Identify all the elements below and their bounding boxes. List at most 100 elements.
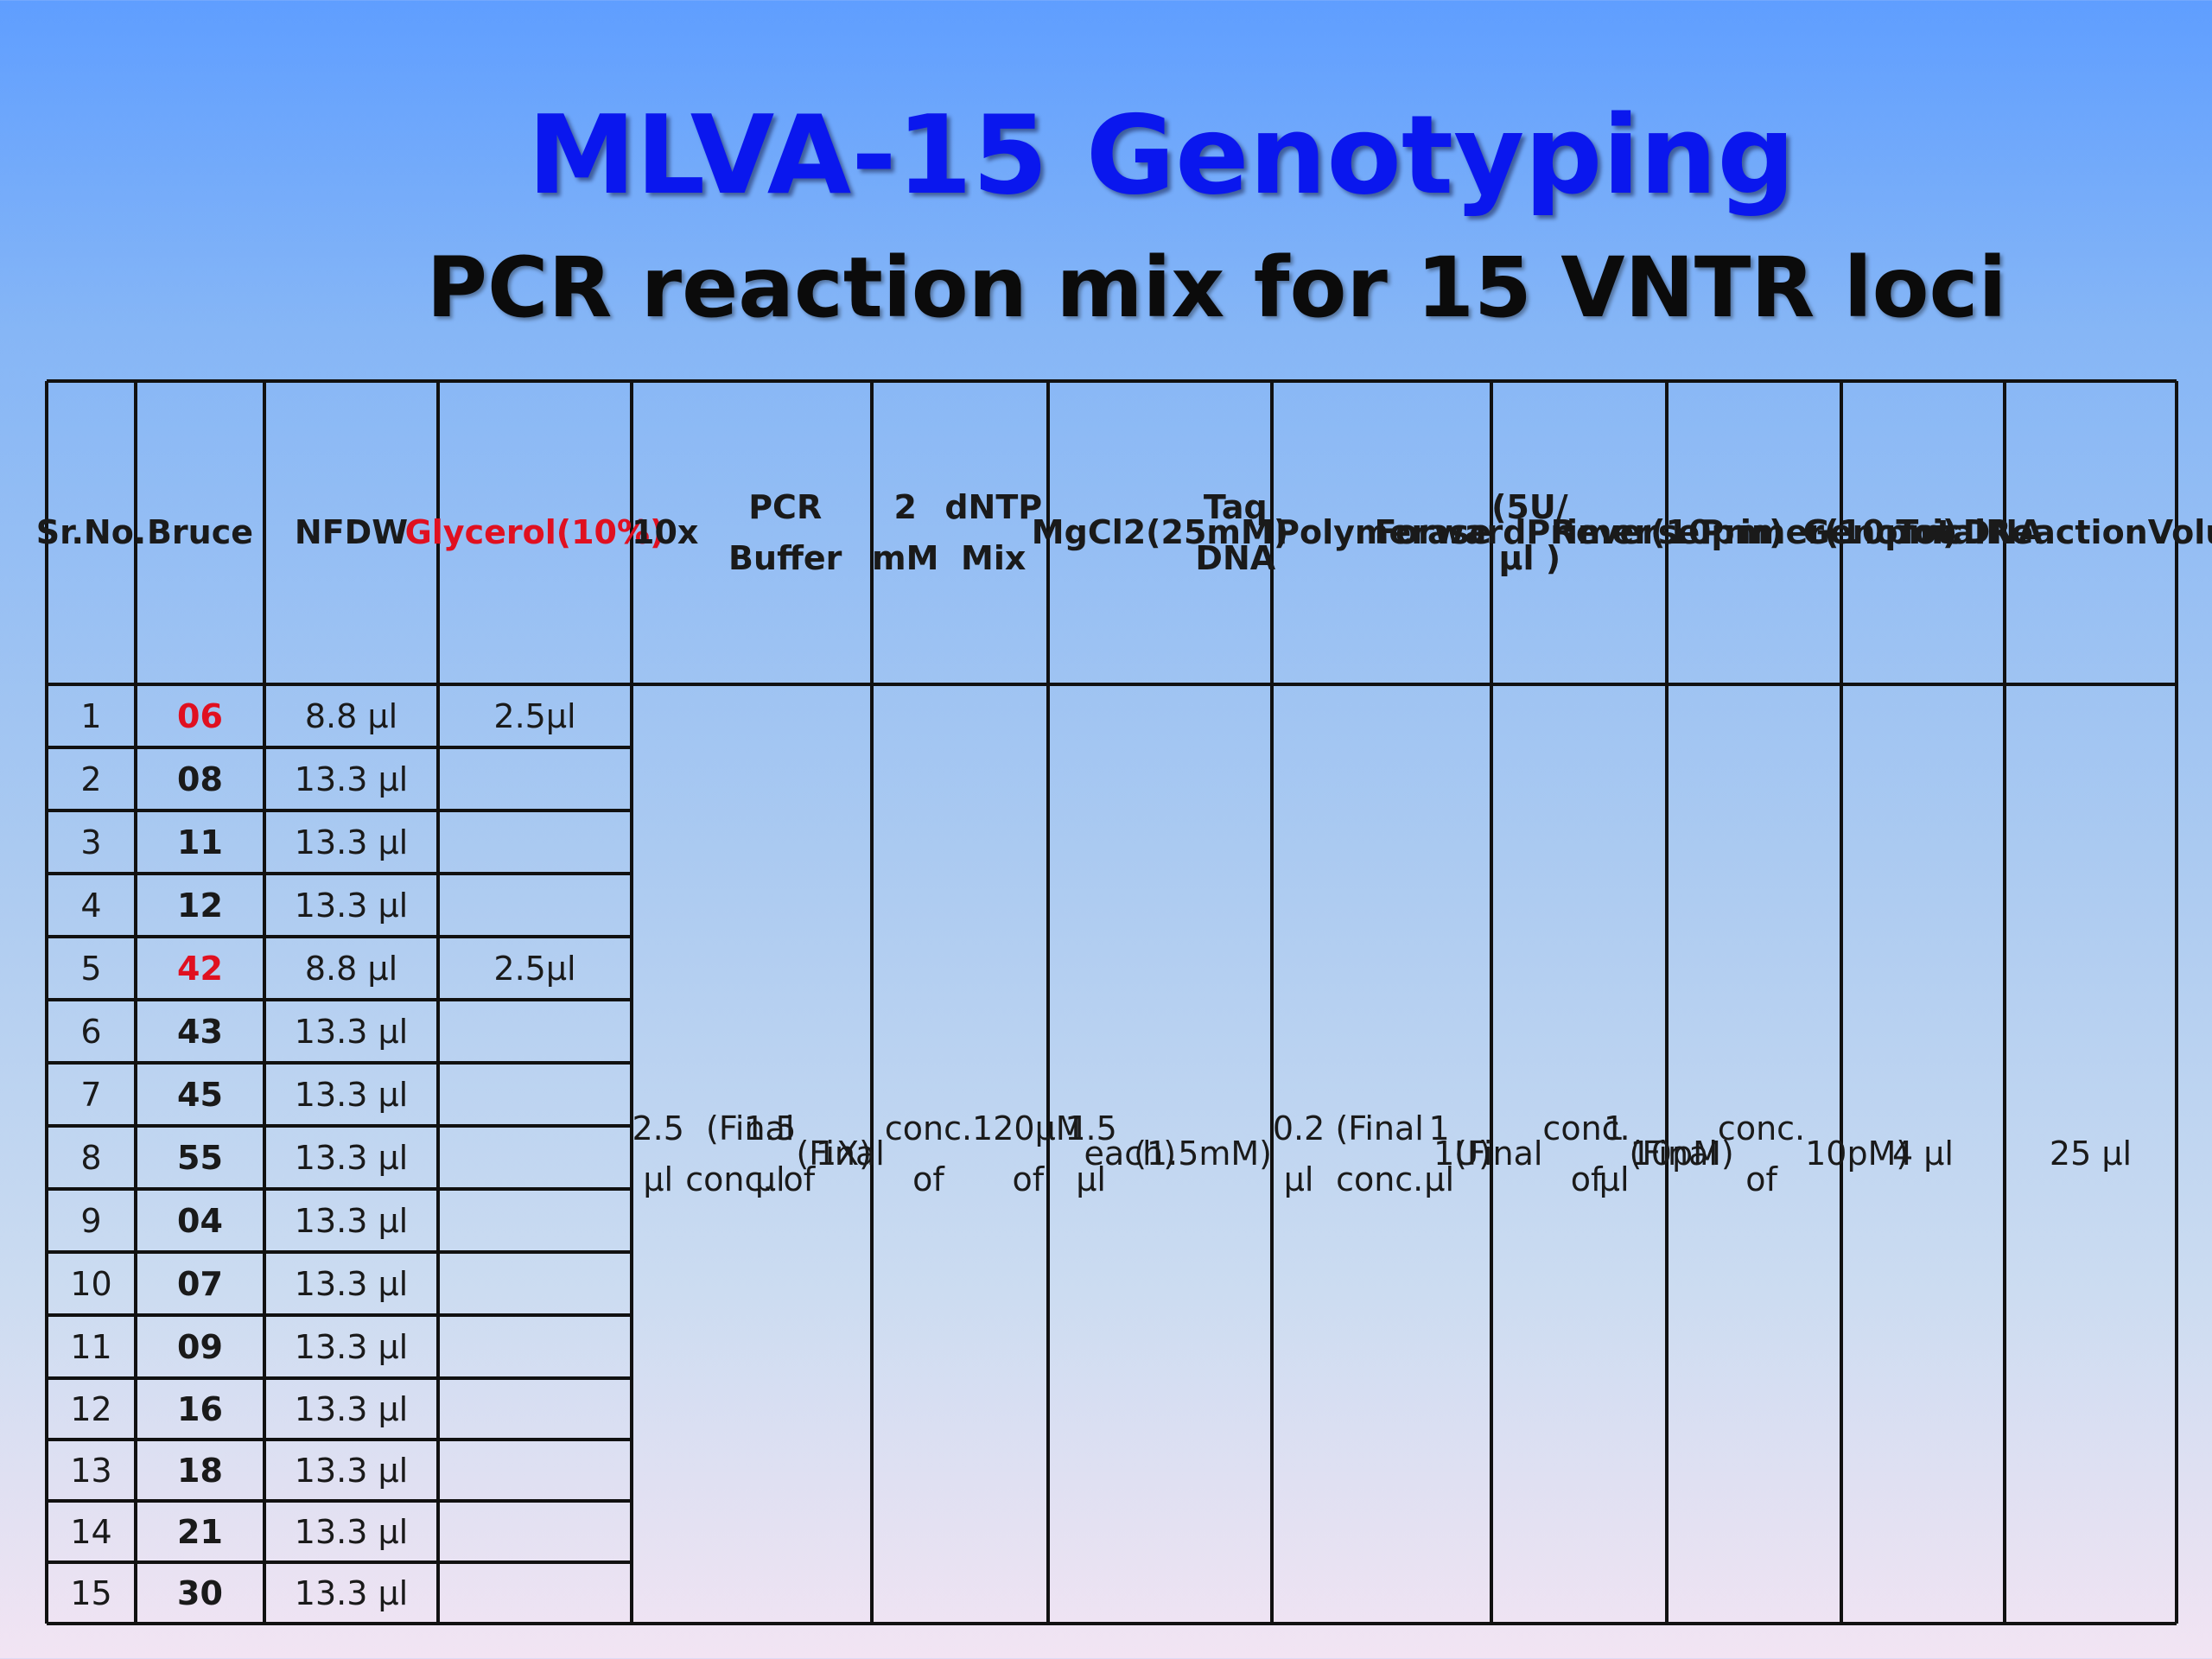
cell-line: (5U/µl ) xyxy=(1491,487,1568,577)
table-cell-bruce: 09 xyxy=(177,1327,223,1366)
table-cell-bruce: 45 xyxy=(177,1075,223,1114)
table-cell-glycerol xyxy=(438,1000,632,1063)
cell-line: MgCl2 xyxy=(1031,513,1147,551)
cell-line: Volume xyxy=(2147,513,2212,551)
cell-line: 0.2 µl xyxy=(1272,1109,1325,1198)
table-cell-sr: 1 xyxy=(80,696,102,735)
cell-line: conc. of xyxy=(884,1109,973,1198)
cell-line: 1.5 µl xyxy=(744,1109,797,1198)
header-total-volume: TotalReactionVolume xyxy=(1896,381,2212,684)
cell-line: Reaction xyxy=(1986,513,2148,551)
table-cell-bruce: 55 xyxy=(177,1138,223,1177)
cell-line: (Final xyxy=(1454,1135,1543,1173)
slide-title: MLVA-15 Genotyping xyxy=(527,92,1796,219)
header-pcr-buffer: 10x PCR Buffer xyxy=(632,381,872,684)
cell-line: 1.5 µl xyxy=(1065,1109,1117,1198)
table-cell-glycerol xyxy=(438,1562,632,1624)
table-cell-sr: 13 xyxy=(70,1451,112,1490)
header-taq-polymerase: Taq DNA Polymerase (5U/µl ) xyxy=(1195,381,1567,684)
table-cell-sr: 5 xyxy=(80,949,102,988)
table-cell-sr: 10 xyxy=(70,1264,112,1303)
cell-line: (10pm) xyxy=(1824,513,1958,551)
cell-line: (10%) xyxy=(556,513,665,551)
table-cell-bruce: 42 xyxy=(177,949,223,988)
cell-line: 10pM) xyxy=(1630,1135,1734,1173)
cell-line: Primer xyxy=(1526,513,1651,551)
cell-line: Sr. xyxy=(35,513,84,551)
table-cell-nfdw: 13.3 µl xyxy=(294,886,409,925)
cell-total-volume: 25 µl xyxy=(2005,684,2177,1624)
cell-line: Primer xyxy=(1700,513,1825,551)
table-cell-glycerol: 2.5µl xyxy=(493,696,576,735)
cell-line: 1 µl xyxy=(1424,1109,1455,1198)
cell-line: 2 mM xyxy=(872,487,939,577)
slide-subtitle: PCR reaction mix for 15 VNTR loci xyxy=(426,239,2007,336)
cell-mgcl2: 1.5 µl (1.5mM) xyxy=(1048,684,1272,1624)
table-cell-nfdw: 13.3 µl xyxy=(294,1327,409,1366)
cell-line: 1 µl xyxy=(1599,1109,1630,1198)
table-cell-bruce: 21 xyxy=(177,1512,223,1551)
table-cell-bruce: 18 xyxy=(177,1451,223,1490)
cell-pcr-buffer: 2.5 µl (Final conc. of 1X) xyxy=(632,684,873,1624)
table-cell-bruce: 30 xyxy=(177,1573,223,1612)
table-cell-glycerol xyxy=(438,1189,632,1252)
table-cell-sr: 11 xyxy=(70,1327,112,1366)
cell-line: (1.5mM) xyxy=(1134,1135,1272,1173)
table-cell-nfdw: 13.3 µl xyxy=(294,760,409,798)
table-cell-glycerol xyxy=(438,1252,632,1315)
table-cell-bruce: 06 xyxy=(177,696,223,735)
table-cell-glycerol xyxy=(438,810,632,874)
table-cell-bruce: 07 xyxy=(177,1264,223,1303)
cell-line: (25mM) xyxy=(1146,513,1289,551)
cell-line: 10pM) xyxy=(1805,1135,1910,1173)
table-cell-glycerol xyxy=(438,1126,632,1189)
table-cell-sr: 3 xyxy=(80,823,102,861)
table-cell-nfdw: 8.8 µl xyxy=(304,949,398,988)
table-cell-bruce: 11 xyxy=(177,823,223,861)
table-cell-glycerol xyxy=(438,874,632,937)
cell-line: 2.5 µl xyxy=(632,1109,684,1198)
cell-line: Polymerase xyxy=(1275,513,1492,551)
header-sr-no: Sr. No. xyxy=(36,381,147,684)
table-cell-nfdw: 13.3 µl xyxy=(294,1451,409,1490)
cell-line: conc. of xyxy=(1542,1109,1630,1198)
table-cell-glycerol xyxy=(438,1315,632,1378)
table-cell-nfdw: 13.3 µl xyxy=(294,1075,409,1114)
table-cell-sr: 15 xyxy=(70,1573,112,1612)
cell-line: (Final conc. of xyxy=(685,1109,816,1198)
cell-line: Genomic xyxy=(1802,513,1963,551)
cell-line: each) xyxy=(1084,1135,1177,1173)
table-cell-glycerol xyxy=(438,747,632,810)
cell-line: Bruce xyxy=(146,513,254,551)
table-cell-sr: 12 xyxy=(70,1389,112,1428)
table-cell-nfdw: 13.3 µl xyxy=(294,823,409,861)
table-cell-nfdw: 13.3 µl xyxy=(294,1138,409,1177)
cell-line: (Final xyxy=(1629,1135,1718,1173)
cell-line: 10x xyxy=(632,513,699,551)
cell-line: PCR Buffer xyxy=(728,487,842,577)
cell-forward-primer: 1 µl (Final conc. of 10pM) xyxy=(1424,684,1733,1624)
table-cell-glycerol xyxy=(438,1501,632,1562)
table-cell-nfdw: 13.3 µl xyxy=(294,1264,409,1303)
cell-line: (10pm) xyxy=(1650,513,1784,551)
cell-line: DNA xyxy=(1962,513,2044,551)
table-cell-glycerol xyxy=(438,1063,632,1126)
cell-dntp-mix: 1.5 µl (Final conc. of 120µM of each) xyxy=(744,684,1176,1624)
table-cell-bruce: 04 xyxy=(177,1201,223,1240)
header-forward-primer: Forward Primer (10pm) xyxy=(1374,381,1783,684)
table-cell-nfdw: 13.3 µl xyxy=(294,1512,409,1551)
table-cell-glycerol: 2.5µl xyxy=(493,949,576,988)
cell-line: 1X) xyxy=(815,1135,872,1173)
table-cell-nfdw: 13.3 µl xyxy=(294,1012,409,1051)
cell-line: Total xyxy=(1896,513,1986,551)
table-cell-bruce: 43 xyxy=(177,1012,223,1051)
cell-line: Forward xyxy=(1374,513,1527,551)
cell-line: 25 µl xyxy=(2049,1135,2133,1173)
header-dntp-mix: 2 mM dNTP Mix xyxy=(872,381,1048,684)
cell-line: NFDW xyxy=(294,513,409,551)
cell-reverse-primer: 1 µl (Final conc. of 10pM) xyxy=(1599,684,1909,1624)
header-nfdw: NFDW xyxy=(264,381,438,684)
table-cell-sr: 4 xyxy=(80,886,102,925)
cell-taq-polymerase: 0.2 µl (Final conc. 1U) xyxy=(1272,684,1491,1624)
table-cell-sr: 6 xyxy=(80,1012,102,1051)
